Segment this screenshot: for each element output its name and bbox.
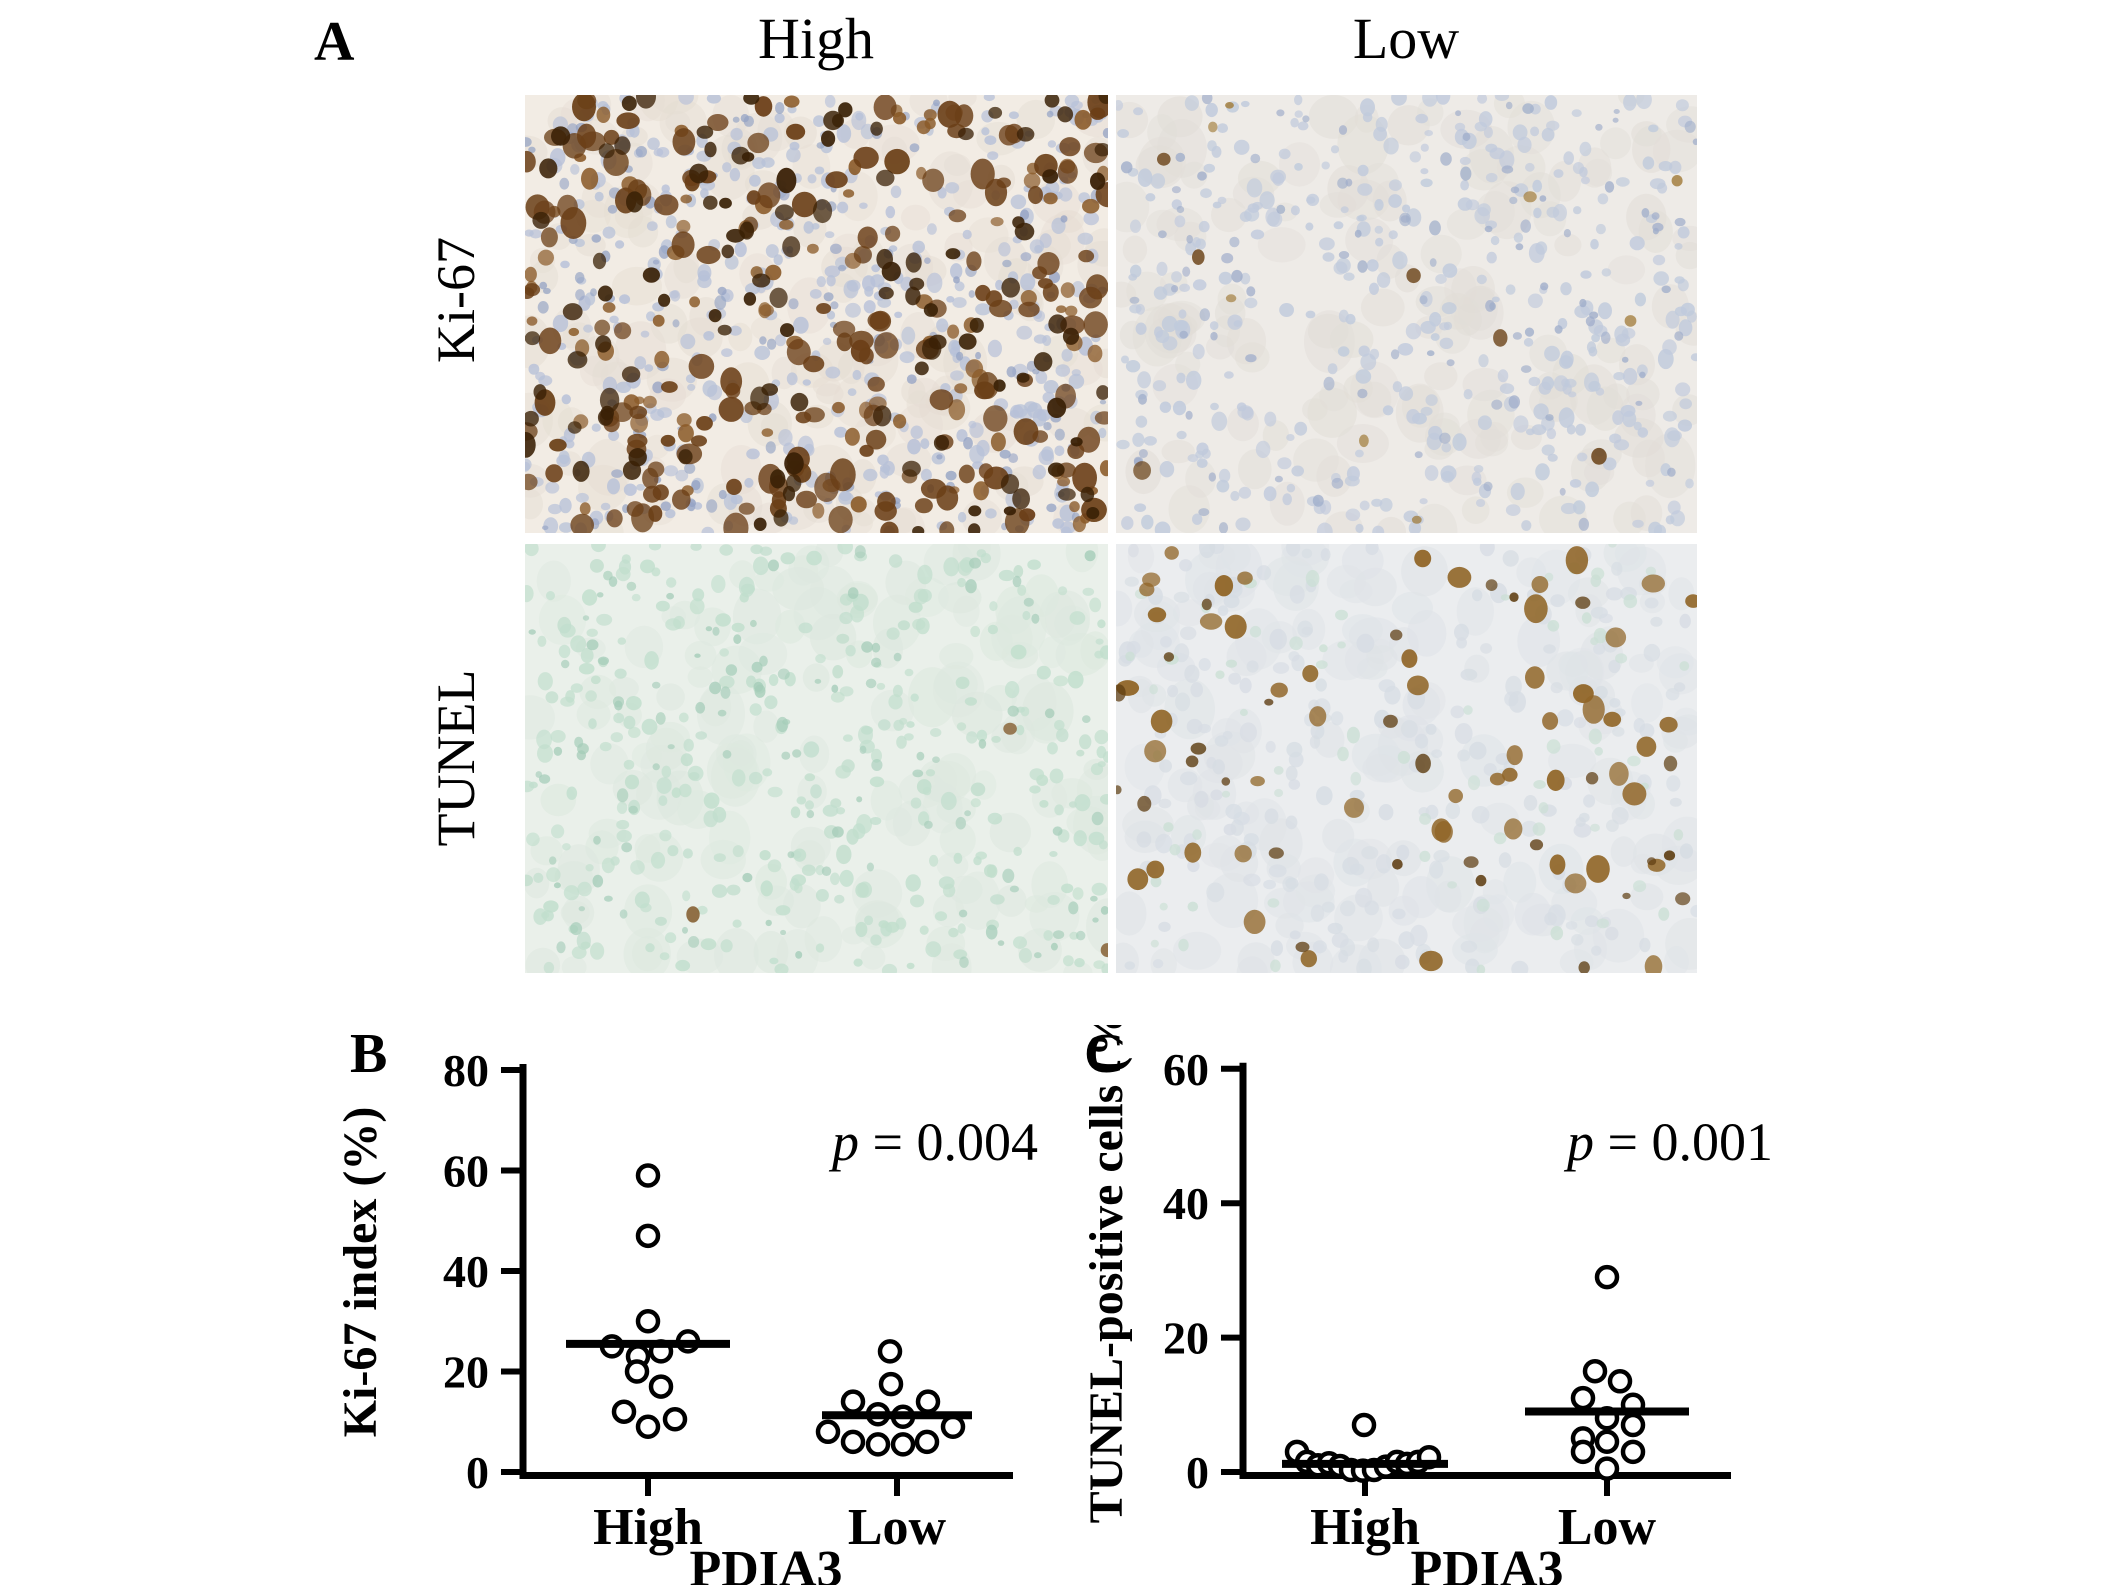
micrograph-ki67-high-pdia3: [525, 95, 1108, 533]
micrograph-tunel-high-pdia3: [525, 544, 1108, 973]
column-header-high: High: [758, 6, 874, 71]
panel-c-label: C: [1084, 1023, 1125, 1085]
svg-text:Ki-67 index (%): Ki-67 index (%): [334, 1107, 387, 1438]
svg-text:Low: Low: [848, 1499, 947, 1556]
svg-text:PDIA3: PDIA3: [1410, 1541, 1563, 1585]
panel-b-label: B: [350, 1023, 388, 1085]
svg-text:0: 0: [466, 1447, 489, 1498]
svg-text:p = 0.001: p = 0.001: [1563, 1112, 1773, 1172]
svg-text:p = 0.004: p = 0.004: [828, 1112, 1038, 1172]
column-header-low: Low: [1352, 6, 1460, 71]
micrograph-ki67-low-pdia3: [1116, 95, 1697, 533]
svg-text:40: 40: [1163, 1178, 1209, 1229]
svg-text:20: 20: [443, 1347, 489, 1398]
svg-text:PDIA3: PDIA3: [689, 1541, 842, 1585]
panel-a-label: A: [314, 11, 355, 73]
row-label-tunel: TUNEL: [426, 669, 486, 847]
svg-text:High: High: [1310, 1499, 1420, 1556]
svg-text:0: 0: [1186, 1447, 1209, 1498]
svg-text:TUNEL-positive cells (%): TUNEL-positive cells (%): [1080, 1025, 1133, 1523]
svg-text:60: 60: [1163, 1044, 1209, 1095]
svg-text:20: 20: [1163, 1313, 1209, 1364]
svg-text:80: 80: [443, 1045, 489, 1096]
svg-text:High: High: [593, 1499, 703, 1556]
svg-text:Low: Low: [1558, 1499, 1657, 1556]
svg-text:40: 40: [443, 1246, 489, 1297]
micrograph-tunel-low-pdia3: [1116, 544, 1697, 973]
svg-text:60: 60: [443, 1146, 489, 1197]
row-label-ki67: Ki-67: [426, 237, 486, 363]
